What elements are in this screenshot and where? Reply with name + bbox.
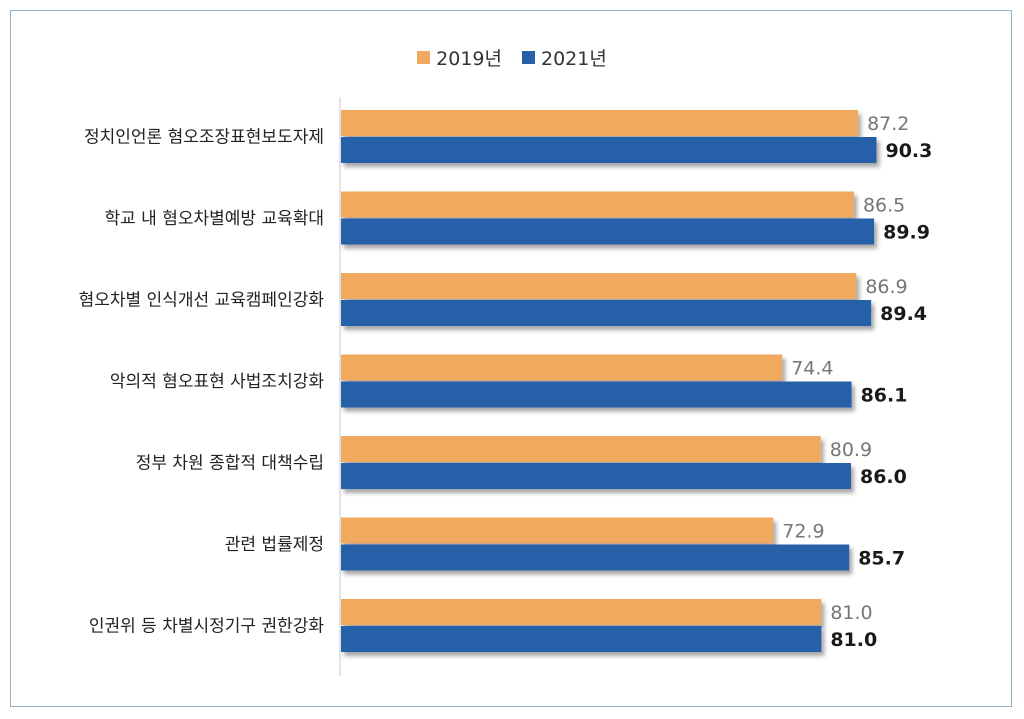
- bar-2019: [341, 191, 854, 218]
- category-label: 정부 차원 종합적 대책수립: [136, 454, 324, 474]
- data-label-2019: 80.9: [830, 439, 872, 461]
- bar-2019: [341, 599, 822, 625]
- data-label-2021: 90.3: [885, 140, 932, 162]
- bar-2019: [341, 354, 783, 381]
- legend-swatch-2019: [417, 51, 431, 64]
- bar-2019: [341, 436, 821, 462]
- legend-swatch-2021: [522, 51, 535, 64]
- category-label: 정치인언론 혐오조장표현보도자제: [84, 128, 324, 148]
- legend-item-2019: 2019년: [417, 44, 502, 71]
- data-label-2019: 87.2: [867, 113, 909, 135]
- bar-2019: [341, 110, 859, 136]
- data-label-2019: 72.9: [782, 521, 824, 543]
- bar-2021: [341, 626, 822, 652]
- category-label: 악의적 혐오표현 사법조치강화: [110, 372, 324, 392]
- category-label: 학교 내 혐오차별예방 교육확대: [104, 209, 324, 229]
- legend-label-2021: 2021년: [541, 48, 607, 70]
- bar-2021: [341, 218, 875, 245]
- category-label: 인권위 등 차별시정기구 권한강화: [89, 617, 325, 637]
- data-label-2021: 86.0: [860, 466, 907, 488]
- bar-2021: [341, 137, 877, 163]
- legend: 2019년 2021년: [0, 44, 1024, 71]
- bar-2021: [341, 300, 872, 326]
- data-label-2019: 86.5: [863, 195, 905, 217]
- data-label-2019: 86.9: [865, 276, 907, 298]
- data-label-2019: 74.4: [791, 358, 833, 380]
- legend-item-2021: 2021년: [522, 44, 607, 71]
- data-label-2021: 85.7: [858, 548, 905, 570]
- bar-2021: [341, 381, 852, 408]
- bar-2021: [341, 544, 850, 571]
- data-label-2019: 81.0: [830, 602, 872, 624]
- data-label-2021: 86.1: [861, 385, 908, 407]
- bar-2021: [341, 463, 851, 489]
- legend-label-2019: 2019년: [436, 48, 502, 70]
- bar-2019: [341, 517, 774, 544]
- data-label-2021: 81.0: [830, 629, 877, 651]
- data-label-2021: 89.9: [883, 222, 930, 244]
- category-label: 관련 법률제정: [225, 535, 324, 555]
- bar-2019: [341, 273, 857, 299]
- data-label-2021: 89.4: [880, 303, 927, 325]
- category-label: 혐오차별 인식개선 교육캠페인강화: [79, 291, 325, 311]
